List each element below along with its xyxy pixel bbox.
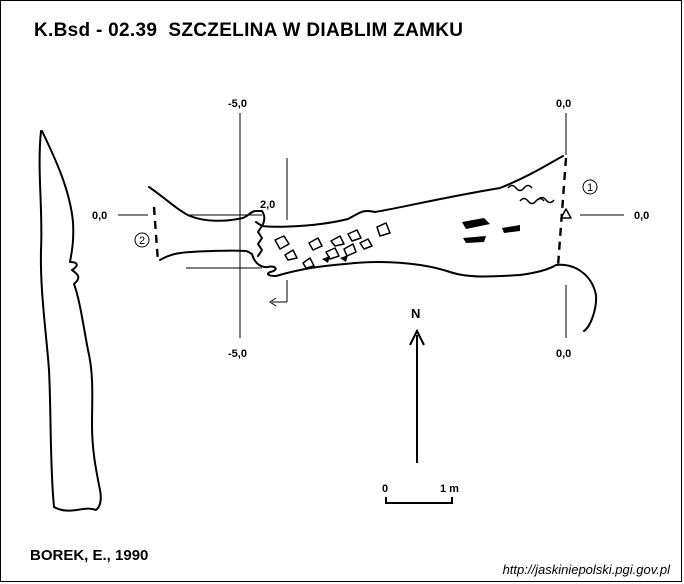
cave-wall-lower [159,249,598,332]
survey-point-triangle [560,208,572,219]
svg-text:1: 1 [587,182,593,194]
profile-left-wall [38,130,55,508]
rubble-symbols [274,222,391,269]
boundary-left [152,206,160,263]
section-axes-right [565,113,624,338]
section-mid-label: 2,0 [260,199,275,211]
map-title: K.Bsd - 02.39 SZCZELINA W DIABLIM ZAMKU [34,20,464,41]
section-right-side-label: 0,0 [634,210,649,222]
boundary-right [556,157,568,267]
section-left-top-label: -5,0 [228,98,247,110]
profile-right-wall [41,130,102,512]
section-left-bottom-label: -5,0 [228,348,247,360]
step-ledge [255,221,263,257]
scale-bar: 0 1 m [382,483,459,504]
author-credit: BOREK, E., 1990 [30,547,149,564]
bedrock-blocks [462,218,520,243]
scale-end-label: 1 m [440,483,459,495]
station-marker-1: 1 [582,179,598,195]
water-symbols [507,184,555,205]
north-arrow: N [409,306,425,463]
station-marker-2: 2 [134,232,150,248]
section-right-top-label: 0,0 [556,98,571,110]
section-right-bottom-label: 0,0 [556,348,571,360]
cave-wall-upper [148,155,564,228]
cave-plan [148,155,598,332]
section-axes-left [118,113,262,338]
section-axes-mid [269,158,288,307]
source-url: http://jaskiniepolski.pgi.gov.pl [502,562,670,577]
north-label: N [411,306,420,321]
longitudinal-profile [38,130,102,512]
scale-start-label: 0 [382,483,388,495]
svg-text:2: 2 [139,235,145,247]
section-left-side-label: 0,0 [92,210,107,222]
